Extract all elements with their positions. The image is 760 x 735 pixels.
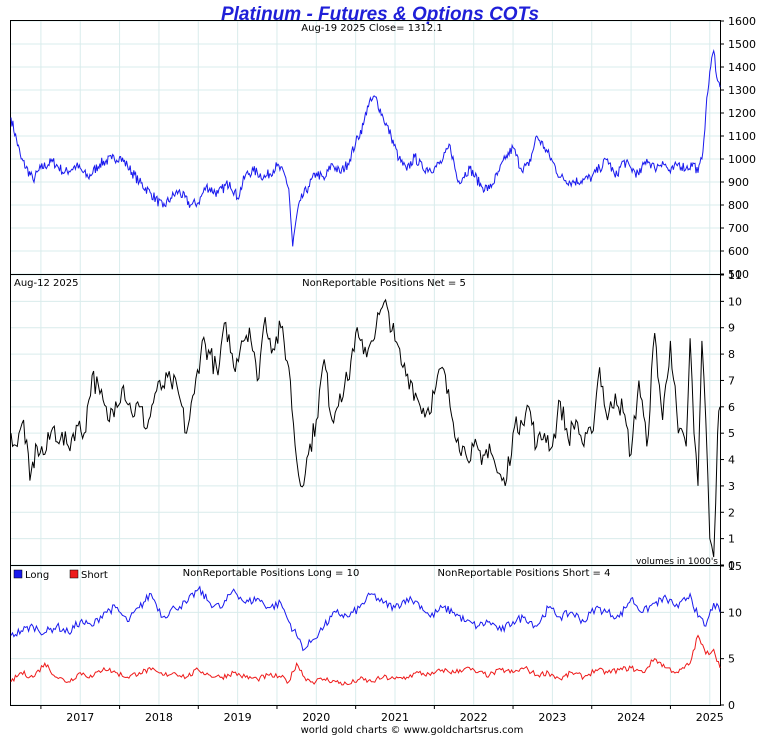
xtick-label: 2018 <box>145 711 173 724</box>
legend-long-label: Long <box>25 570 49 581</box>
price-ytick-label: 1600 <box>728 15 756 28</box>
ls-ytick-label: 15 <box>728 560 742 573</box>
xtick-label: 2020 <box>302 711 330 724</box>
net-ytick-label: 8 <box>728 348 735 361</box>
price-ytick-label: 1500 <box>728 38 756 51</box>
xtick-label: 2024 <box>617 711 645 724</box>
xtick-label: 2021 <box>381 711 409 724</box>
long-panel-label: NonReportable Positions Long = 10 <box>183 568 360 579</box>
long-short-panel: Long Short NonReportable Positions Long … <box>10 560 742 712</box>
legend-short-swatch <box>69 569 79 579</box>
chart-title: Platinum - Futures & Options COTs <box>221 4 539 25</box>
net-ytick-label: 11 <box>728 269 742 282</box>
xtick-label: 2017 <box>66 711 94 724</box>
net-ytick-label: 2 <box>728 506 735 519</box>
price-ytick-label: 900 <box>728 176 749 189</box>
xtick-label: 2022 <box>460 711 488 724</box>
net-ytick-label: 3 <box>728 480 735 493</box>
net-ytick-label: 7 <box>728 374 735 387</box>
xtick-label: 2025 <box>696 711 724 724</box>
price-series-line <box>10 49 721 247</box>
price-ytick-label: 800 <box>728 199 749 212</box>
net-series-line <box>10 298 721 558</box>
short-series-line <box>10 634 721 686</box>
net-ytick-label: 9 <box>728 322 735 335</box>
net-ytick-label: 4 <box>728 454 735 467</box>
xtick-label: 2019 <box>224 711 252 724</box>
net-ytick-label: 0 <box>728 559 735 572</box>
net-ytick-label: 10 <box>728 295 742 308</box>
net-ytick-label: 1 <box>728 533 735 546</box>
price-panel-label: Aug-19 2025 Close= 1312.1 <box>301 23 442 34</box>
price-panel: Aug-19 2025 Close= 1312.1 500 600 700 800 90… <box>10 15 756 281</box>
price-ytick-label: 1400 <box>728 61 756 74</box>
net-panel-frame <box>10 274 721 566</box>
ls-ytick-label: 5 <box>728 653 735 666</box>
long-short-panel-frame <box>10 565 721 706</box>
price-ytick-label: 1200 <box>728 107 756 120</box>
net-panel: Aug-12 2025 NonReportable Positions Net … <box>10 269 742 572</box>
price-ytick-label: 700 <box>728 222 749 235</box>
net-panel-label: NonReportable Positions Net = 5 <box>302 278 466 289</box>
long-series-line <box>10 585 721 652</box>
price-ytick-label: 500 <box>728 268 749 281</box>
price-ytick-label: 600 <box>728 245 749 258</box>
net-ytick-label: 6 <box>728 401 735 414</box>
xtick-label: 2023 <box>538 711 566 724</box>
ls-ytick-label: 10 <box>728 606 742 619</box>
net-ytick-label: 5 <box>728 427 735 440</box>
volume-units-note: volumes in 1000's <box>636 557 718 567</box>
legend-long-swatch <box>13 569 23 579</box>
net-panel-date-label: Aug-12 2025 <box>14 278 79 289</box>
price-ytick-label: 1000 <box>728 153 756 166</box>
price-ytick-label: 1300 <box>728 84 756 97</box>
ls-ytick-label: 0 <box>728 699 735 712</box>
short-panel-label: NonReportable Positions Short = 4 <box>438 568 611 579</box>
price-ytick-label: 1100 <box>728 130 756 143</box>
price-panel-frame <box>10 20 721 275</box>
legend-short-label: Short <box>81 570 108 581</box>
footer-credit: world gold charts © www.goldchartsrus.co… <box>301 725 524 735</box>
